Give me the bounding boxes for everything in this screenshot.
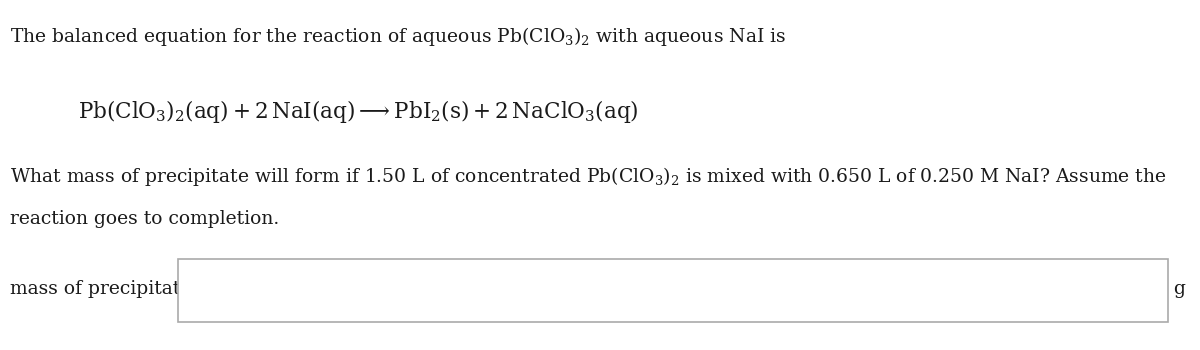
FancyBboxPatch shape	[178, 259, 1168, 322]
Text: The balanced equation for the reaction of aqueous $\mathrm{Pb(ClO_3)_2}$ with aq: The balanced equation for the reaction o…	[10, 25, 786, 48]
Text: reaction goes to completion.: reaction goes to completion.	[10, 210, 278, 228]
Text: g: g	[1174, 280, 1186, 298]
Text: mass of precipitate:: mass of precipitate:	[10, 280, 197, 298]
Text: What mass of precipitate will form if 1.50 L of concentrated $\mathrm{Pb(ClO_3)_: What mass of precipitate will form if 1.…	[10, 164, 1166, 188]
Text: $\mathrm{Pb(ClO_3)_2(aq) + 2\,NaI(aq) \longrightarrow PbI_2(s) + 2\,NaClO_3(aq)}: $\mathrm{Pb(ClO_3)_2(aq) + 2\,NaI(aq) \l…	[78, 98, 638, 125]
